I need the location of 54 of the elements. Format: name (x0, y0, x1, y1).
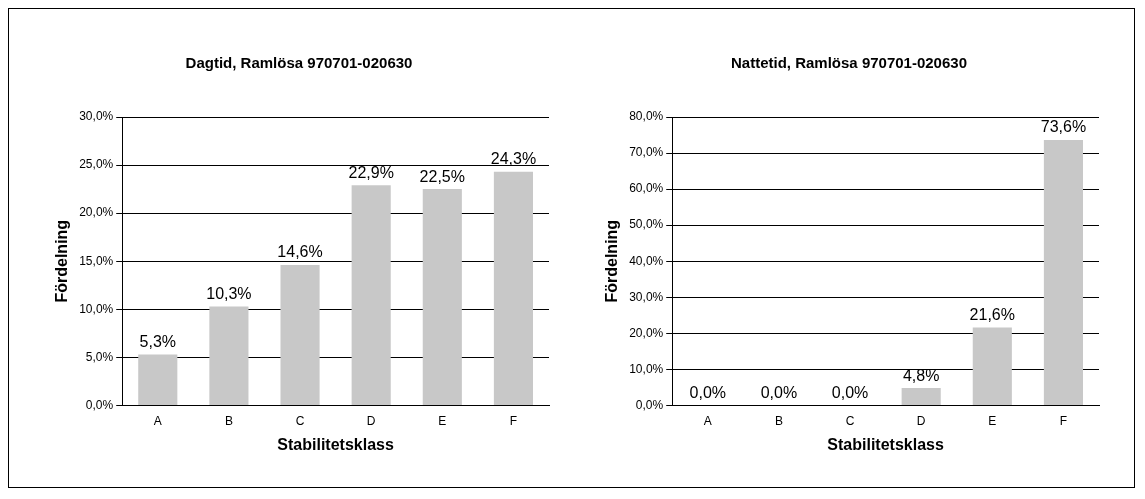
data-label: 0,0% (689, 383, 727, 401)
x-tick-label: A (153, 413, 162, 428)
x-tick-label: B (774, 413, 783, 428)
chart-title: Dagtid, Ramlösa 970701-020630 (185, 54, 413, 72)
x-tick-label: F (509, 413, 518, 428)
bar (1043, 140, 1083, 405)
y-tick-label: 10,0% (79, 301, 114, 316)
y-tick-label: 20,0% (79, 205, 114, 220)
bar (138, 354, 178, 405)
x-tick-label: E (438, 413, 447, 428)
data-label: 10,3% (206, 284, 252, 302)
y-tick-label: 10,0% (629, 361, 664, 376)
y-tick-label: 70,0% (629, 145, 664, 160)
x-tick-label: D (366, 413, 376, 428)
data-label: 0,0% (760, 383, 798, 401)
bar (351, 185, 391, 405)
data-label: 22,9% (348, 163, 394, 181)
y-tick-label: 20,0% (629, 325, 664, 340)
y-tick-label: 40,0% (629, 253, 664, 268)
y-axis-title: Fördelning (53, 219, 71, 303)
x-tick-label: F (1059, 413, 1068, 428)
y-tick-label: 5,0% (85, 349, 114, 364)
x-tick-label: B (224, 413, 233, 428)
data-label: 21,6% (969, 305, 1015, 323)
bar (280, 265, 320, 405)
y-tick-label: 60,0% (629, 181, 664, 196)
data-label: 0,0% (831, 383, 869, 401)
y-tick-label: 0,0% (85, 397, 114, 412)
data-label: 5,3% (139, 332, 177, 350)
x-tick-label: E (988, 413, 997, 428)
bar (209, 306, 249, 405)
x-tick-label: C (845, 413, 855, 428)
y-tick-label: 80,0% (629, 109, 664, 124)
data-label: 22,5% (419, 167, 465, 185)
bar (493, 171, 533, 405)
bar (422, 189, 462, 405)
y-tick-label: 0,0% (635, 397, 664, 412)
y-tick-label: 30,0% (629, 289, 664, 304)
data-label: 24,3% (490, 150, 537, 168)
bar (972, 327, 1012, 405)
data-label: 14,6% (277, 243, 323, 261)
y-tick-label: 50,0% (629, 217, 664, 232)
y-tick-label: 15,0% (79, 253, 114, 268)
y-tick-label: 25,0% (79, 157, 114, 172)
y-axis-title: Fördelning (603, 219, 621, 303)
x-axis-title: Stabilitetsklass (827, 435, 944, 453)
x-axis-title: Stabilitetsklass (277, 435, 394, 453)
bar (901, 388, 941, 405)
y-tick-label: 30,0% (79, 109, 114, 124)
chart-title: Nattetid, Ramlösa 970701-020630 (731, 54, 967, 72)
x-tick-label: C (295, 413, 305, 428)
data-label: 73,6% (1040, 118, 1087, 136)
x-tick-label: D (916, 413, 926, 428)
x-tick-label: A (703, 413, 712, 428)
